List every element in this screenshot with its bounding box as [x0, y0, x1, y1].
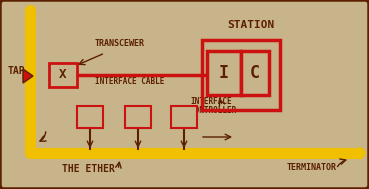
Text: THE ETHER: THE ETHER — [62, 164, 115, 174]
Text: STATION: STATION — [227, 20, 275, 30]
FancyBboxPatch shape — [49, 63, 77, 87]
FancyBboxPatch shape — [77, 106, 103, 128]
Text: INTERFACE: INTERFACE — [190, 97, 232, 106]
Text: TAP: TAP — [8, 66, 25, 76]
Polygon shape — [23, 69, 33, 83]
Text: I: I — [219, 64, 229, 82]
Text: TERMINATOR: TERMINATOR — [287, 163, 337, 172]
FancyBboxPatch shape — [171, 106, 197, 128]
Circle shape — [355, 148, 365, 158]
Text: TRANSCEWER: TRANSCEWER — [95, 39, 145, 48]
FancyBboxPatch shape — [207, 51, 241, 95]
Text: C: C — [250, 64, 260, 82]
FancyBboxPatch shape — [241, 51, 269, 95]
Text: INTERFACE CABLE: INTERFACE CABLE — [95, 77, 164, 86]
Text: CONTROLLER: CONTROLLER — [190, 106, 236, 115]
FancyBboxPatch shape — [125, 106, 151, 128]
Text: X: X — [59, 68, 67, 81]
